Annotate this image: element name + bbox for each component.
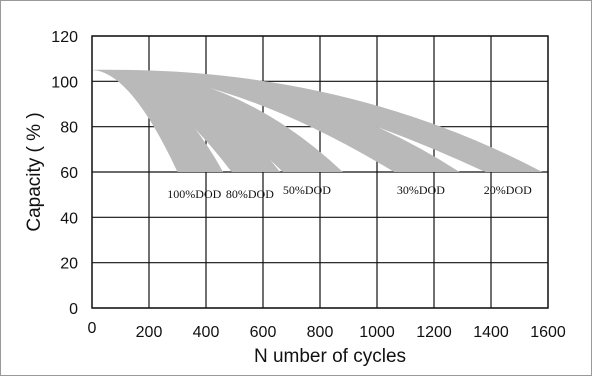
y-tick-labels: 0 20 40 60 80 100 120 xyxy=(51,29,78,318)
dod-label: 80%DOD xyxy=(226,187,274,201)
dod-band-1 xyxy=(92,69,281,172)
x-tick-label: 600 xyxy=(250,324,277,341)
y-axis-label: Capacity ( % ) xyxy=(24,112,45,231)
dod-label: 50%DOD xyxy=(283,183,331,197)
y-tick-label: 100 xyxy=(51,74,78,91)
dod-bands xyxy=(92,69,543,172)
y-tick-label: 40 xyxy=(60,210,78,227)
x-tick-label: 1600 xyxy=(530,324,566,341)
x-tick-label: 1400 xyxy=(473,324,509,341)
dod-band-2 xyxy=(92,69,343,172)
x-tick-label: 1200 xyxy=(416,324,452,341)
x-tick-label: 200 xyxy=(136,324,163,341)
dod-label: 30%DOD xyxy=(397,183,445,197)
x-tick-label: 1000 xyxy=(359,324,395,341)
dod-band-3 xyxy=(92,69,460,172)
x-tick-label: 400 xyxy=(193,324,220,341)
y-tick-label: 80 xyxy=(60,120,78,137)
y-tick-label: 20 xyxy=(60,256,78,273)
dod-band-4 xyxy=(92,69,543,172)
dod-labels: 100%DOD 80%DOD 50%DOD 30%DOD 20%DOD xyxy=(167,183,532,201)
dod-band-0 xyxy=(92,69,224,172)
y-tick-label: 0 xyxy=(69,301,78,318)
x-axis-label: N umber of cycles xyxy=(254,346,406,367)
x-tick-label: 0 xyxy=(88,320,97,337)
y-tick-label: 120 xyxy=(51,29,78,46)
x-tick-labels: 0 200 400 600 800 1000 1200 1400 1600 xyxy=(88,320,566,341)
axes xyxy=(91,35,549,309)
dod-label: 20%DOD xyxy=(484,183,532,197)
y-tick-label: 60 xyxy=(60,165,78,182)
x-tick-label: 800 xyxy=(307,324,334,341)
plot-border xyxy=(91,35,549,309)
dod-label: 100%DOD xyxy=(167,187,221,201)
